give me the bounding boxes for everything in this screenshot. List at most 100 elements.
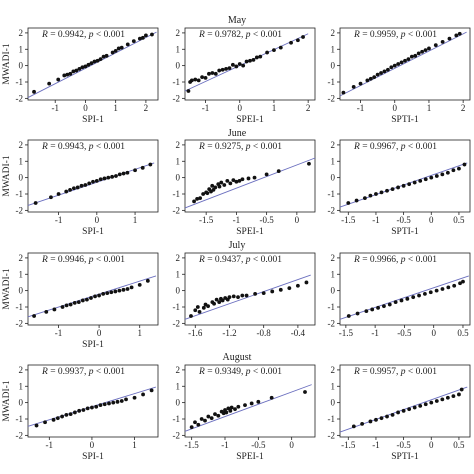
x-tick-label: -1 [221, 440, 229, 450]
data-point [411, 295, 416, 300]
data-point [428, 290, 433, 295]
plot-frame [27, 27, 159, 101]
data-point [86, 62, 91, 67]
x-tick-label: -1 [357, 103, 365, 113]
data-point [68, 71, 73, 76]
data-point [94, 179, 99, 183]
data-point [401, 408, 406, 413]
y-tick-label: -2 [16, 430, 24, 440]
data-point [56, 192, 61, 196]
y-tick-label: -1 [16, 77, 24, 87]
data-point [278, 287, 283, 292]
data-point [98, 177, 103, 182]
y-tick-label: -1 [328, 77, 336, 87]
data-point [420, 49, 425, 54]
y-tick-label: 2 [176, 365, 181, 375]
plot-frame [184, 27, 316, 101]
x-axis-label: SPTI-1 [391, 452, 419, 462]
data-point [251, 58, 256, 62]
data-point [205, 191, 210, 196]
data-point [434, 288, 439, 293]
data-point [192, 199, 196, 204]
x-tick-label: 0 [90, 440, 95, 450]
data-point [124, 397, 128, 402]
scatter-panel-1: -2 -1 0 1 2 -1 0 1 2 SPI-1 MWADI-1 R = 0.9942, p < … [2, 27, 159, 125]
data-point [90, 405, 94, 410]
data-point [125, 170, 130, 175]
data-point [110, 174, 115, 179]
data-point [72, 301, 77, 305]
data-point [368, 193, 373, 198]
data-point [196, 422, 201, 427]
data-point [110, 50, 115, 55]
x-axis-label: SPEI-1 [236, 115, 264, 125]
y-tick-label: 0 [176, 173, 181, 183]
data-point [74, 68, 79, 73]
data-point [230, 62, 235, 67]
data-point [407, 182, 412, 187]
y-tick-label: -1 [16, 302, 24, 312]
data-point [203, 76, 208, 80]
data-point [451, 168, 456, 173]
correlation-annotation: R = 0.9957, p < 0.001 [353, 367, 437, 377]
data-point [248, 58, 252, 63]
x-tick-label: -1.5 [339, 328, 354, 338]
y-tick-label: 0 [331, 173, 336, 183]
data-point [445, 170, 450, 175]
data-point [189, 78, 194, 83]
data-point [252, 175, 257, 180]
data-point [125, 42, 130, 47]
data-point [206, 304, 210, 309]
data-point [77, 67, 82, 71]
data-point [374, 417, 378, 422]
data-point [213, 71, 218, 76]
data-point [210, 183, 215, 188]
data-point [295, 283, 300, 288]
x-axis-label: SPEI-1 [236, 452, 264, 462]
data-point [104, 53, 109, 58]
x-tick-label: 2 [144, 103, 149, 113]
y-tick-label: 1 [331, 269, 336, 279]
x-tick-label: -1 [55, 215, 63, 225]
data-point [237, 179, 242, 183]
x-tick-label: 2 [306, 103, 311, 113]
data-point [145, 278, 150, 283]
regression-line [339, 275, 469, 320]
data-point [458, 281, 462, 286]
data-point [462, 162, 467, 167]
data-point [217, 184, 222, 189]
correlation-annotation: R = 0.9967, p < 0.001 [353, 142, 437, 152]
data-point [33, 201, 38, 205]
data-point [396, 62, 401, 66]
data-point [68, 302, 73, 307]
data-point [197, 310, 202, 314]
correlation-annotation: R = 0.9966, p < 0.001 [353, 255, 437, 265]
x-tick-label: -1 [371, 328, 379, 338]
regression-line [184, 384, 312, 432]
y-tick-label: 2 [176, 253, 181, 263]
data-point [264, 172, 269, 177]
y-tick-label: 1 [19, 44, 24, 54]
data-point [269, 395, 274, 400]
data-point [254, 55, 259, 60]
y-tick-label: -2 [328, 205, 336, 215]
data-point [207, 71, 211, 76]
data-point [144, 33, 148, 38]
data-point [278, 45, 283, 50]
x-axis-label: SPTI-1 [391, 227, 419, 237]
data-point [382, 69, 387, 74]
data-point [216, 413, 221, 418]
scatter-panels: -2 -1 0 1 2 -1 0 1 2 SPI-1 MWADI-1 R = 0.9942, p < … [2, 27, 471, 462]
data-point [445, 395, 450, 400]
plot-frame [339, 364, 471, 438]
data-point [71, 69, 76, 74]
data-point [79, 183, 84, 188]
data-point [355, 311, 360, 316]
y-tick-label: 1 [19, 156, 24, 166]
data-point [351, 424, 356, 429]
data-point [390, 413, 395, 417]
y-tick-label: 0 [19, 398, 24, 408]
y-tick-label: -1 [328, 414, 336, 424]
data-point [224, 410, 229, 415]
data-point [213, 185, 218, 190]
